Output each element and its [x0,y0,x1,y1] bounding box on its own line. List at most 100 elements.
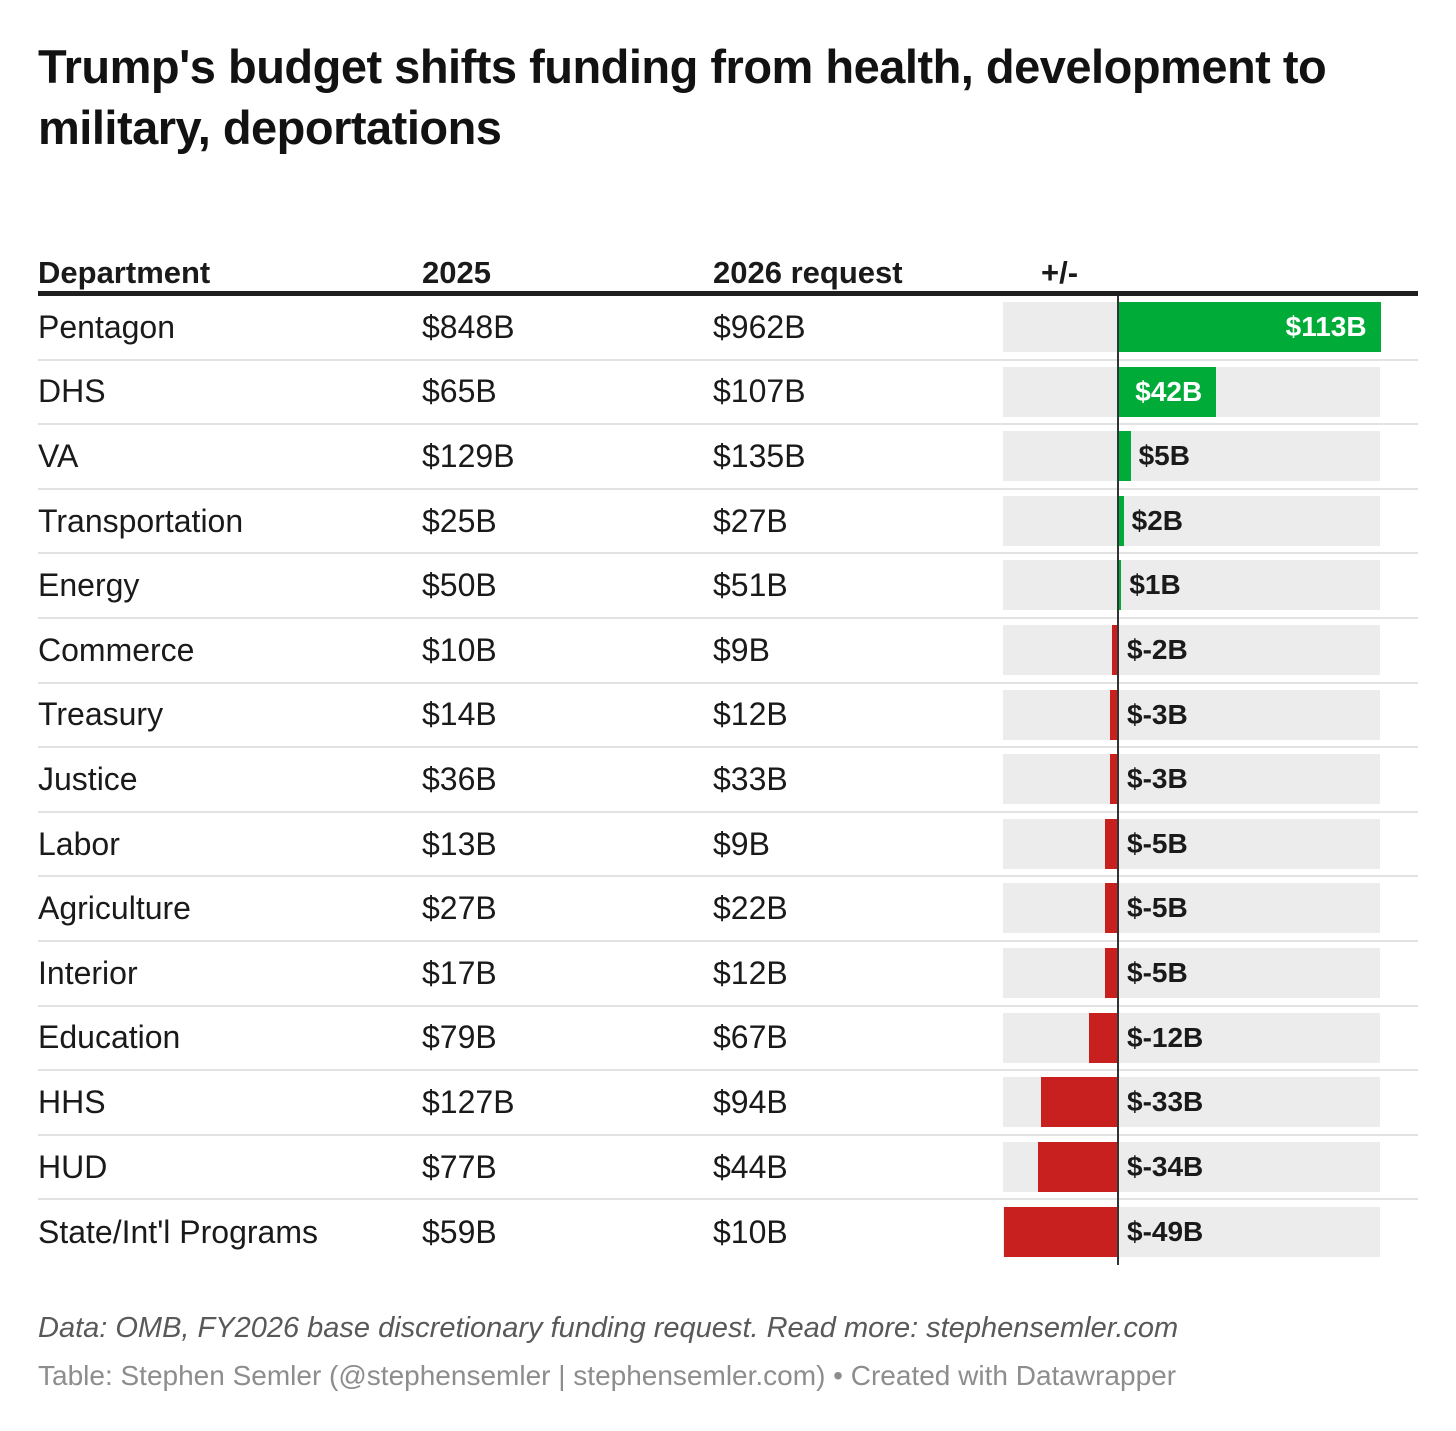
table-body: Pentagon $848B $962B $113B DHS $65B $107… [38,296,1418,1265]
department-cell: Labor [38,825,120,862]
table-row: HUD $77B $44B $-34B [38,1136,1418,1201]
change-bar-cell: $-5B [1000,812,1418,877]
change-bar-cell: $5B [1000,424,1418,489]
fy2025-cell: $848B [422,308,515,345]
fy2026-cell: $107B [713,373,806,410]
department-cell: Justice [38,760,138,797]
change-bar [1119,560,1122,611]
change-bar-label: $-12B [1127,1021,1204,1053]
table-row: Labor $13B $9B $-5B [38,813,1418,878]
fy2025-cell: $79B [422,1019,497,1056]
department-cell: State/Int'l Programs [38,1214,318,1251]
change-bar-cell: $-3B [1000,683,1418,748]
table-row: Commerce $10B $9B $-2B [38,619,1418,684]
change-bar-cell: $42B [1000,360,1418,425]
fy2026-cell: $27B [713,502,788,539]
change-bar-label: $113B [1285,311,1367,342]
fy2026-cell: $962B [713,308,806,345]
column-header-department: Department [38,255,211,290]
data-source-note: Data: OMB, FY2026 base discretionary fun… [38,1312,1179,1344]
bar-track [1003,689,1380,740]
change-bar-cell: $113B [1000,295,1418,360]
change-bar-label: $42B [1135,375,1203,407]
change-bar [1110,689,1117,740]
change-bar [1119,431,1131,482]
fy2025-cell: $13B [422,825,497,862]
bar-track [1003,1012,1380,1063]
fy2026-cell: $135B [713,437,806,474]
fy2026-cell: $12B [713,954,788,991]
department-cell: VA [38,437,79,474]
change-bar-cell: $-34B [1000,1135,1418,1200]
department-cell: HHS [38,1083,106,1120]
change-bar [1105,883,1117,934]
change-bar-label: $-2B [1127,633,1188,665]
bar-track [1003,560,1380,611]
fy2026-cell: $44B [713,1148,788,1185]
fy2026-cell: $9B [713,631,770,668]
department-cell: Treasury [38,696,164,733]
table-row: DHS $65B $107B $42B [38,361,1418,426]
change-bar [1089,1012,1117,1063]
change-bar-label: $-34B [1127,1150,1204,1182]
table-row: Education $79B $67B $-12B [38,1007,1418,1072]
bar-track [1003,754,1380,805]
byline-note: Table: Stephen Semler (@stephensemler | … [38,1360,1177,1391]
fy2025-cell: $14B [422,696,497,733]
fy2026-cell: $10B [713,1214,788,1251]
change-bar [1112,624,1117,675]
change-bar-cell: $-12B [1000,1006,1418,1071]
table-row: VA $129B $135B $5B [38,425,1418,490]
fy2025-cell: $36B [422,760,497,797]
department-cell: Energy [38,567,140,604]
bar-track [1003,947,1380,998]
department-cell: DHS [38,373,106,410]
change-bar-label: $-5B [1127,827,1188,859]
change-bar-cell: $-33B [1000,1070,1418,1135]
change-bar-label: $-5B [1127,956,1188,988]
change-bar [1119,366,1217,417]
department-cell: Pentagon [38,308,176,345]
chart-title: Trump's budget shifts funding from healt… [38,40,1327,154]
table-row: Treasury $14B $12B $-3B [38,684,1418,749]
change-bar [1040,1077,1117,1128]
table-row: Transportation $25B $27B $2B [38,490,1418,555]
fy2025-cell: $27B [422,890,497,927]
change-bar-label: $-5B [1127,892,1188,924]
change-bar [1038,1141,1117,1192]
change-bar-cell: $1B [1000,553,1418,618]
bar-track [1003,624,1380,675]
column-header-change: +/- [1041,255,1079,290]
change-bar-label: $-49B [1127,1216,1204,1248]
fy2026-cell: $22B [713,890,788,927]
fy2025-cell: $59B [422,1214,497,1251]
table-row: Agriculture $27B $22B $-5B [38,877,1418,942]
bar-track [1003,818,1380,869]
zero-axis-line [1117,296,1119,1265]
table-row: Interior $17B $12B $-5B [38,942,1418,1007]
department-cell: HUD [38,1148,108,1185]
change-bar-cell: $-5B [1000,876,1418,941]
fy2026-cell: $94B [713,1083,788,1120]
fy2025-cell: $10B [422,631,497,668]
fy2025-cell: $129B [422,437,515,474]
change-bar [1105,947,1117,998]
bar-track [1003,495,1380,546]
fy2025-cell: $17B [422,954,497,991]
fy2026-cell: $9B [713,825,770,862]
table-row: State/Int'l Programs $59B $10B $-49B [38,1200,1418,1265]
change-bar-label: $-33B [1127,1086,1204,1118]
change-bar-cell: $2B [1000,489,1418,554]
change-bar [1105,818,1117,869]
bar-track [1003,431,1380,482]
fy2025-cell: $65B [422,373,497,410]
header-rule [38,291,1418,296]
department-cell: Agriculture [38,890,191,927]
fy2025-cell: $77B [422,1148,497,1185]
fy2026-cell: $33B [713,760,788,797]
department-cell: Commerce [38,631,195,668]
fy2026-cell: $67B [713,1019,788,1056]
change-bar-label: $1B [1129,569,1181,601]
change-bar-cell: $-3B [1000,747,1418,812]
change-bar-label: $5B [1138,440,1190,472]
